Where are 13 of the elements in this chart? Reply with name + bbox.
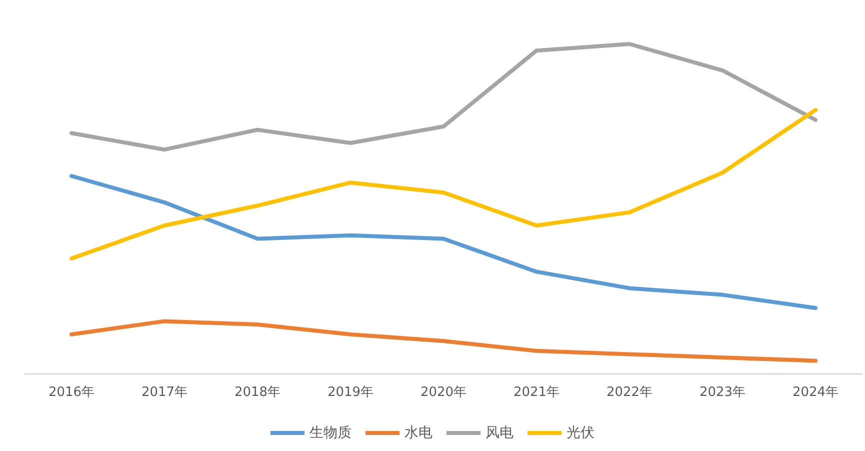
x-tick-label: 2019年 bbox=[327, 385, 374, 400]
x-tick-label: 2024年 bbox=[792, 385, 839, 400]
legend-label: 光伏 bbox=[566, 425, 594, 441]
x-tick-label: 2020年 bbox=[420, 385, 467, 400]
x-tick-label: 2021年 bbox=[513, 385, 560, 400]
legend-label: 风电 bbox=[486, 425, 514, 441]
x-tick-label: 2016年 bbox=[48, 385, 95, 400]
legend-label: 水电 bbox=[404, 425, 432, 441]
x-tick-label: 2018年 bbox=[234, 385, 281, 400]
x-tick-label: 2022年 bbox=[606, 385, 653, 400]
x-tick-label: 2023年 bbox=[699, 385, 746, 400]
legend-label: 生物质 bbox=[310, 425, 352, 441]
x-tick-label: 2017年 bbox=[141, 385, 188, 400]
